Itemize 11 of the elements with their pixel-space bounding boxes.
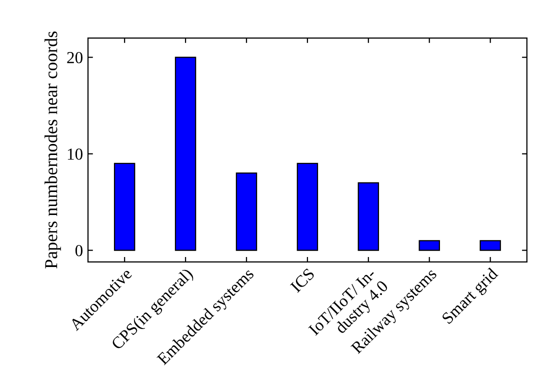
bar bbox=[480, 240, 501, 251]
bar bbox=[418, 240, 440, 251]
bar bbox=[358, 182, 380, 251]
y-tick-label: 0 bbox=[75, 245, 83, 256]
y-tick-label: 20 bbox=[67, 52, 83, 64]
y-tick-label: 10 bbox=[68, 148, 83, 160]
bar bbox=[296, 162, 318, 251]
y-axis-title: Papers numbernodes near coords bbox=[44, 32, 61, 269]
bar bbox=[174, 56, 196, 251]
bar bbox=[236, 172, 258, 251]
bar bbox=[114, 162, 136, 251]
